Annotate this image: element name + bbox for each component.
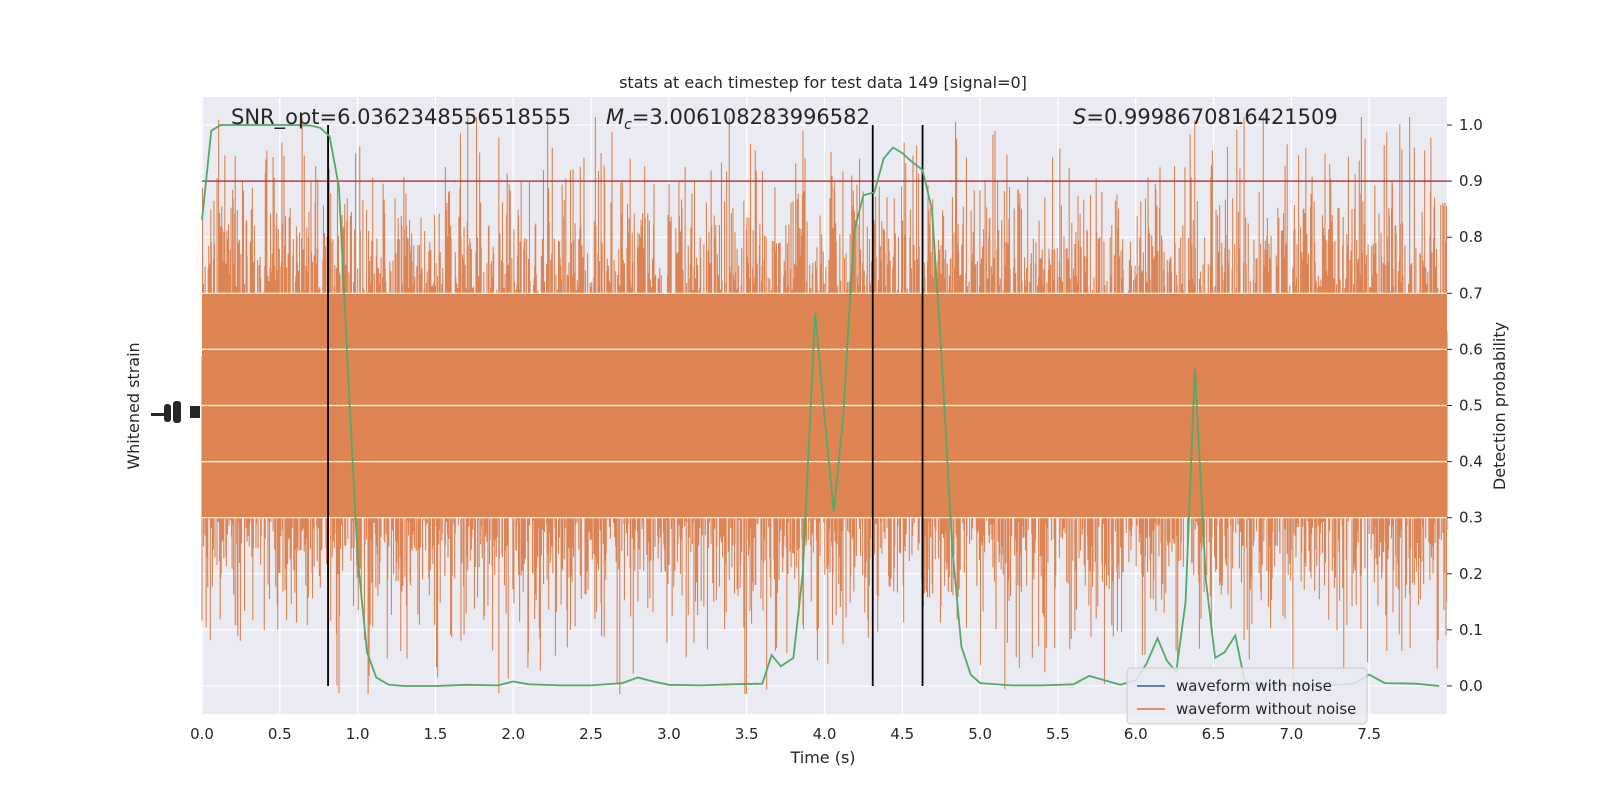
- y-axis-label-right: Detection probability: [1490, 322, 1509, 490]
- s-annotation: S=0.9998670816421509: [1073, 105, 1338, 129]
- x-tick-label: 2.5: [579, 725, 603, 743]
- x-tick-label: 6.5: [1202, 725, 1226, 743]
- y-tick-label: 1.0: [1459, 116, 1483, 134]
- y-tick-label: 0.8: [1459, 228, 1483, 246]
- y-axis-label-left: Whitened strain: [124, 342, 143, 469]
- x-tick-label: 2.0: [501, 725, 525, 743]
- strain-series-without-noise: [201, 117, 1448, 694]
- chart-title: stats at each timestep for test data 149…: [619, 73, 1027, 92]
- detection-probability-line: [201, 124, 1440, 687]
- y-tick-label: 0.5: [1459, 397, 1483, 415]
- x-tick-label: 1.0: [346, 725, 370, 743]
- event-marker-lines: [327, 125, 924, 686]
- y-right-tick-labels: 0.0 0.1 0.2 0.3 0.4 0.5 0.6 0.7 0.8 0.9 1.0: [1447, 116, 1483, 695]
- y-tick-label: 0.4: [1459, 453, 1483, 471]
- y-tick-label: 0.9: [1459, 172, 1483, 190]
- legend-label-with-noise: waveform with noise: [1176, 677, 1332, 695]
- x-tick-label: 4.5: [890, 725, 914, 743]
- x-tick-labels: 0.0 0.5 1.0 1.5 2.0 2.5 3.0 3.5 4.0 4.5 5.0 5.5 6.0 6…: [190, 725, 1381, 743]
- chirp-mass-subscript: c: [624, 117, 632, 133]
- legend: waveform with noise waveform without noi…: [1126, 667, 1368, 725]
- snr-annotation: SNR_opt=6.0362348556518555: [231, 105, 571, 130]
- x-tick-label: 7.5: [1357, 725, 1381, 743]
- y-tick-label: 0.7: [1459, 284, 1483, 302]
- x-tick-label: 0.5: [268, 725, 292, 743]
- x-axis-label: Time (s): [789, 748, 855, 767]
- y-tick-label: 0.1: [1459, 621, 1483, 639]
- x-tick-label: 3.0: [657, 725, 681, 743]
- x-tick-label: 0.0: [190, 725, 214, 743]
- x-tick-label: 1.5: [424, 725, 448, 743]
- x-tick-label: 6.0: [1124, 725, 1148, 743]
- chirp-mass-symbol: M: [606, 105, 624, 129]
- chirp-mass-value: =3.006108283996582: [632, 105, 870, 129]
- x-tick-label: 3.5: [735, 725, 759, 743]
- left-axis-ticks-overlap: [151, 401, 200, 423]
- legend-label-without-noise: waveform without noise: [1176, 700, 1356, 718]
- x-tick-label: 4.0: [813, 725, 837, 743]
- y-tick-label: 0.6: [1459, 340, 1483, 358]
- chirp-mass-annotation: Mc=3.006108283996582: [606, 105, 870, 133]
- x-tick-label: 5.0: [968, 725, 992, 743]
- s-symbol: S: [1073, 105, 1086, 129]
- y-tick-label: 0.0: [1459, 677, 1483, 695]
- y-tick-label: 0.2: [1459, 565, 1483, 583]
- y-tick-label: 0.3: [1459, 509, 1483, 527]
- x-tick-label: 7.0: [1279, 725, 1303, 743]
- x-tick-label: 5.5: [1046, 725, 1070, 743]
- s-value: =0.9998670816421509: [1086, 105, 1337, 129]
